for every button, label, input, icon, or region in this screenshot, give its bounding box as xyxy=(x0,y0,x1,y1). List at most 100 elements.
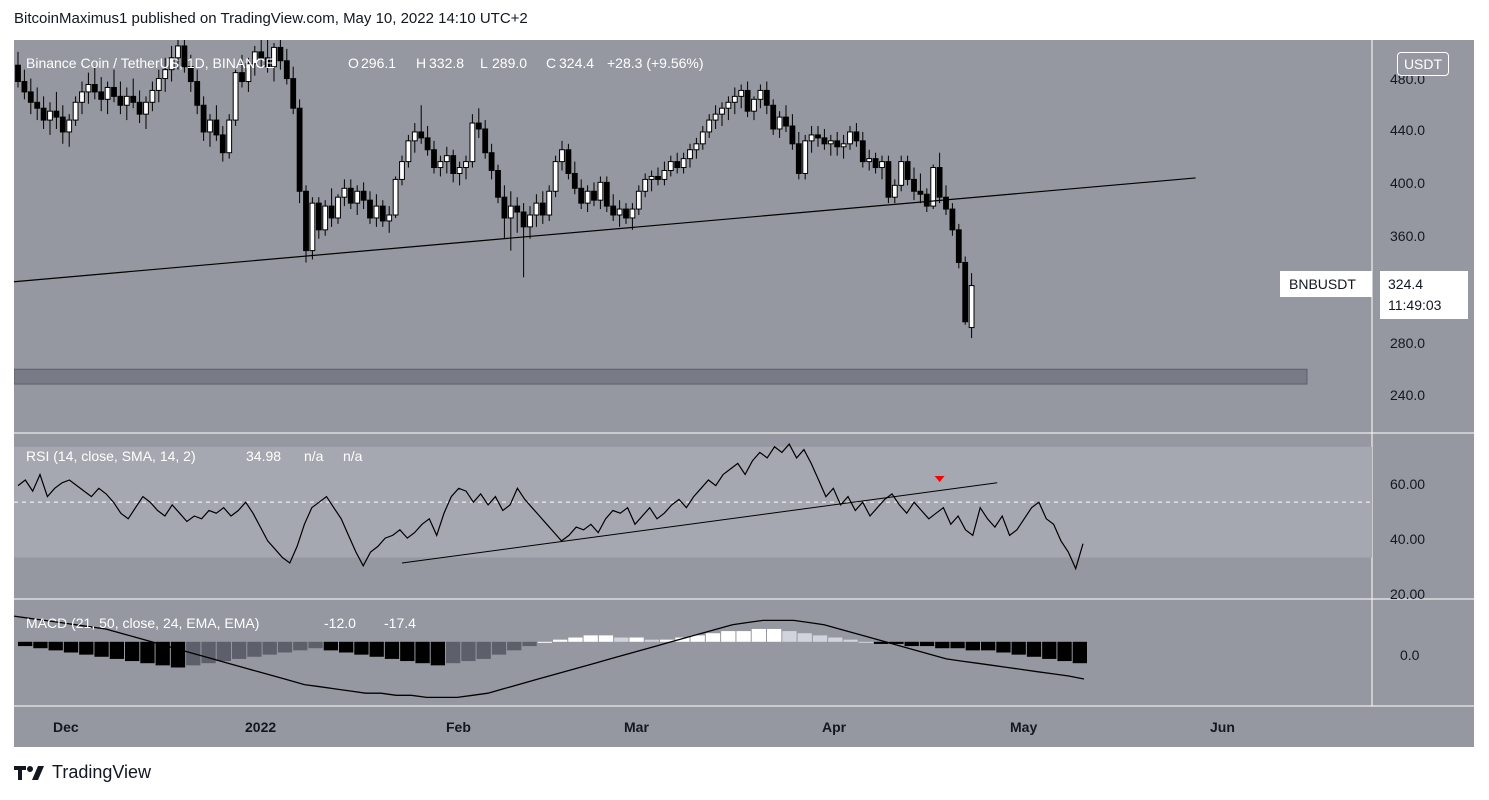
price-tick-280: 280.0 xyxy=(1390,335,1425,351)
rsi-tick-40: 40.00 xyxy=(1390,531,1425,547)
x-label-jun: Jun xyxy=(1210,719,1235,735)
macd-histogram-bar xyxy=(751,628,766,642)
candle-body xyxy=(546,190,553,216)
candle-body xyxy=(431,149,437,169)
candle-body xyxy=(667,161,674,172)
candle-body xyxy=(360,190,367,201)
candle-body xyxy=(245,63,252,83)
macd-histogram-bar xyxy=(63,641,79,653)
candle-body xyxy=(751,98,757,112)
candle-body xyxy=(661,170,668,180)
macd-histogram-bar xyxy=(1072,641,1087,664)
candle-body xyxy=(821,137,828,145)
candle-body xyxy=(392,178,399,216)
candle-body xyxy=(853,131,860,142)
candle-body xyxy=(674,161,681,169)
candle-body xyxy=(111,86,117,97)
candle-body xyxy=(552,161,559,192)
price-trendline xyxy=(14,177,1196,283)
macd-histogram-bar xyxy=(216,641,231,662)
macd-value-1: -12.0 xyxy=(324,615,356,631)
rsi-line xyxy=(17,443,1084,571)
macd-histogram-bar xyxy=(721,631,736,642)
candle-body xyxy=(53,110,60,118)
currency-badge[interactable]: USDT xyxy=(1397,52,1449,76)
support-zone xyxy=(14,368,1308,385)
candle-body xyxy=(770,104,777,130)
macd-histogram-bar xyxy=(415,641,430,664)
candlestick-series xyxy=(14,40,1308,385)
candle-body xyxy=(399,161,405,180)
macd-histogram-bar xyxy=(1042,641,1057,659)
candle-body xyxy=(258,51,265,59)
candle-body xyxy=(175,45,181,59)
price-pane-bg[interactable] xyxy=(14,40,1372,433)
price-tick-400: 400.0 xyxy=(1390,175,1425,191)
macd-histogram-bar xyxy=(1026,641,1042,657)
candle-body xyxy=(79,91,85,103)
macd-histogram-bar xyxy=(904,641,919,647)
candle-body xyxy=(347,187,354,204)
candle-body xyxy=(424,137,431,151)
macd-histogram-bar xyxy=(277,641,293,653)
macd-histogram-bar xyxy=(308,641,323,649)
macd-histogram-bar xyxy=(996,641,1011,653)
candle-body xyxy=(168,57,175,71)
macd-histogram-bar xyxy=(384,641,400,659)
candle-body xyxy=(251,51,258,65)
candle-body xyxy=(507,205,514,219)
macd-histogram-bar xyxy=(79,641,94,655)
macd-histogram-bar xyxy=(660,639,675,642)
macd-histogram-bar xyxy=(430,641,445,666)
x-label-may: May xyxy=(1010,719,1037,735)
candle-body xyxy=(911,178,917,192)
macd-histogram-bar xyxy=(889,641,904,644)
candle-body xyxy=(98,91,105,100)
macd-histogram-bar xyxy=(690,635,705,642)
candle-body xyxy=(373,205,380,219)
chart-svg[interactable]: Binance Coin / TetherUS, 1D, BINANCE O 2… xyxy=(14,40,1474,747)
candle-body xyxy=(66,119,73,133)
candle-body xyxy=(943,196,949,210)
price-tag-symbol: BNBUSDT xyxy=(1289,276,1356,292)
candle-body xyxy=(699,131,706,145)
candle-body xyxy=(603,181,610,207)
macd-histogram-bar xyxy=(644,639,659,642)
candle-body xyxy=(123,95,130,106)
candle-body xyxy=(527,214,533,228)
macd-histogram-bar xyxy=(874,641,889,644)
candle-body xyxy=(27,91,34,103)
macd-histogram-bar xyxy=(491,641,507,655)
candle-body xyxy=(968,285,975,329)
footer-brand[interactable]: TradingView xyxy=(14,762,151,783)
candle-body xyxy=(322,205,329,231)
price-tag-price-bg xyxy=(1380,271,1468,319)
candle-body xyxy=(635,190,642,210)
candle-body xyxy=(591,190,597,201)
rsi-na-1: n/a xyxy=(304,448,324,464)
candle-body xyxy=(680,158,687,169)
candle-body xyxy=(687,149,693,160)
candle-body xyxy=(898,161,905,186)
candle-body xyxy=(571,172,578,189)
candle-body xyxy=(450,155,457,174)
ohlc-change: +28.3 (+9.56%) xyxy=(607,55,704,71)
macd-histogram-bar xyxy=(828,637,843,642)
ohlc-high: 332.8 xyxy=(429,55,464,71)
candle-body xyxy=(623,208,629,219)
ohlc-low-label: L xyxy=(480,55,488,71)
macd-histogram-bar xyxy=(232,641,247,659)
candle-body xyxy=(597,181,604,201)
chart-frame[interactable]: Binance Coin / TetherUS, 1D, BINANCE O 2… xyxy=(14,40,1474,747)
candle-body xyxy=(85,83,92,93)
candle-body xyxy=(226,119,233,154)
candle-body xyxy=(34,101,41,109)
candle-body xyxy=(847,131,853,145)
candle-body xyxy=(872,158,879,169)
candle-body xyxy=(213,119,220,136)
candle-body xyxy=(866,158,873,163)
macd-histogram-bar xyxy=(507,641,522,651)
macd-histogram-bar xyxy=(705,633,721,642)
macd-histogram-bar xyxy=(48,641,63,651)
candle-body xyxy=(930,167,937,207)
